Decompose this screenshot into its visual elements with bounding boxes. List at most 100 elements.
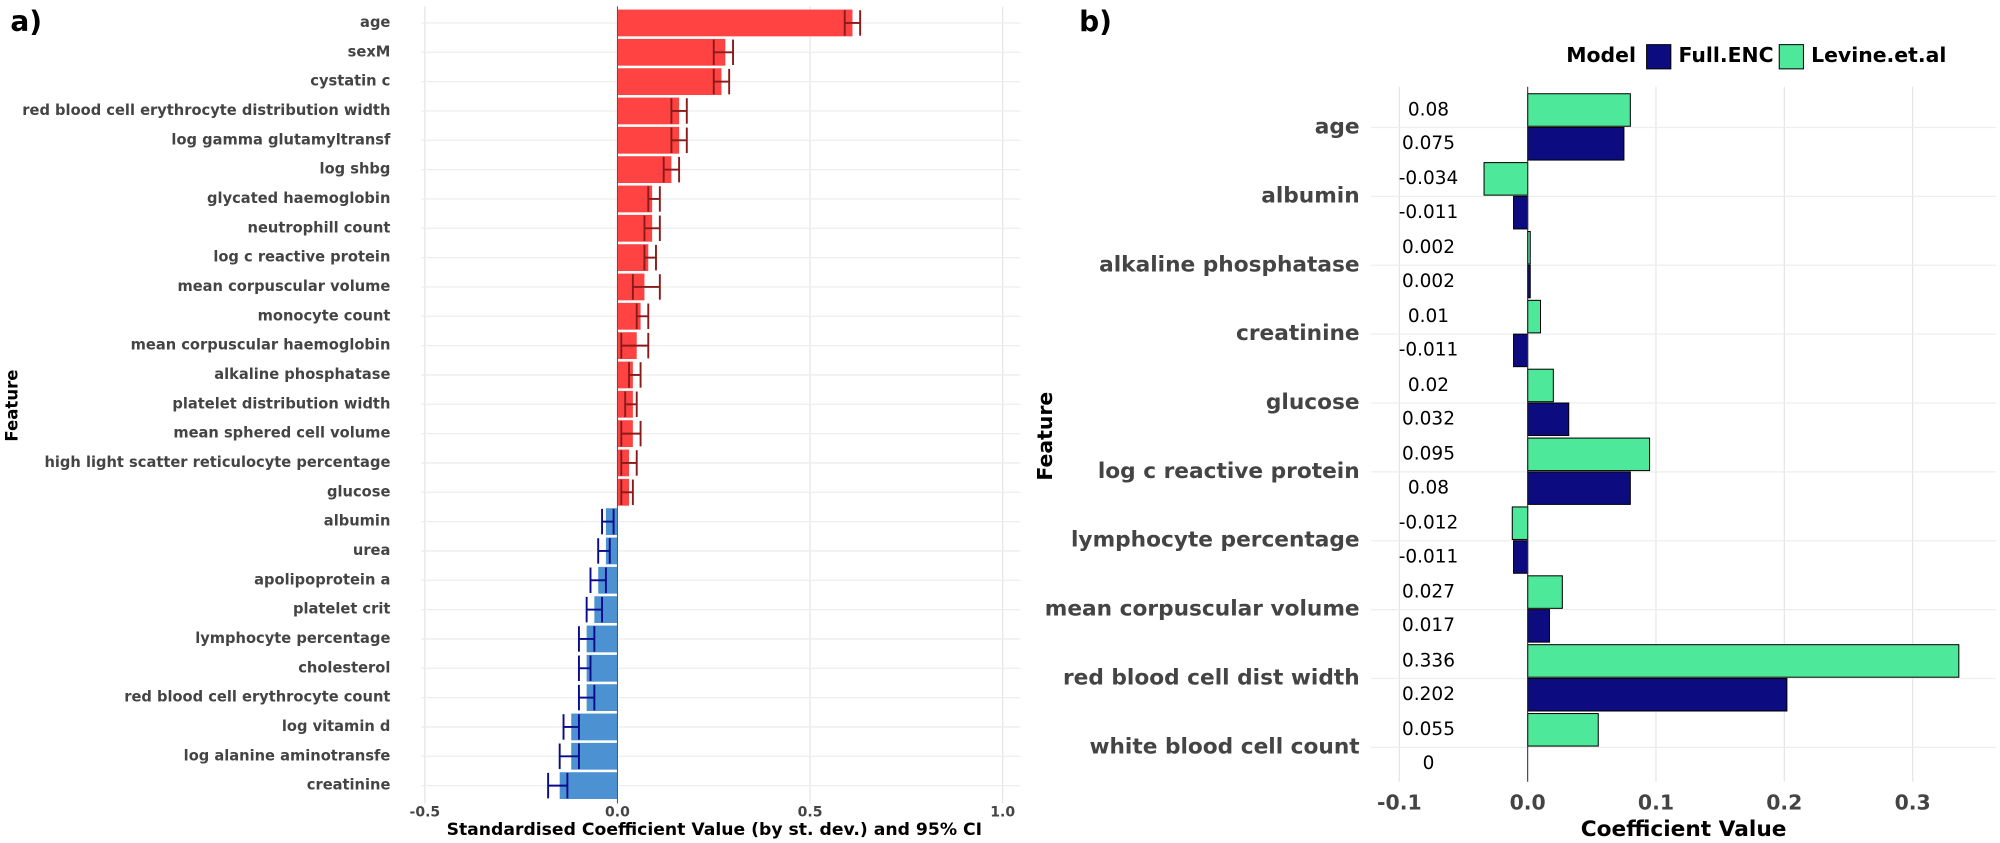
y-tick-label: red blood cell dist width [1063,665,1360,690]
bar [1527,437,1651,472]
y-tick-label: platelet crit [293,601,390,618]
x-tick-label: 0.0 [1510,790,1546,814]
y-tick-label: mean sphered cell volume [173,425,390,442]
x-tick-label: 1.0 [990,804,1015,820]
y-tick-label: cholesterol [298,659,390,676]
value-label: 0.075 [1402,133,1455,154]
y-tick-label: alkaline phosphatase [1099,252,1360,277]
panel-label: a) [10,5,42,38]
bar [1513,333,1529,368]
bar [586,654,618,682]
value-label: -0.034 [1399,168,1459,189]
bar [617,68,722,96]
y-tick-label: lymphocyte percentage [1071,528,1360,553]
y-tick-label: cystatin c [310,73,390,90]
y-tick-label: log c reactive protein [213,249,390,266]
y-tick-label: alkaline phosphatase [214,366,390,383]
y-tick-label: log alanine aminotransfe [184,747,391,764]
value-label: -0.011 [1399,546,1459,567]
y-axis-label: Feature [1033,392,1057,481]
x-tick-label: 0.5 [798,804,823,820]
value-label: 0.032 [1402,409,1455,430]
bar [1513,540,1529,574]
value-label: 0.08 [1408,477,1449,498]
value-label: 0.055 [1402,719,1455,740]
bar [1527,368,1554,403]
y-tick-label: platelet distribution width [172,395,390,412]
value-label: -0.012 [1399,513,1459,534]
y-tick-label: age [1315,115,1360,140]
y-tick-label: albumin [324,513,391,530]
bar [617,244,649,272]
bar [594,596,618,624]
value-label: 0.02 [1408,375,1449,396]
y-tick-label: mean corpuscular volume [1045,597,1360,622]
bar [1527,127,1625,161]
y-axis-label: Feature [2,369,21,441]
bar [617,38,726,66]
x-tick-label: 0.3 [1895,790,1931,814]
y-tick-label: glycated haemoglobin [207,190,390,207]
y-tick-label: glucose [327,483,390,500]
y-tick-label: apolipoprotein a [254,571,390,588]
y-tick-label: creatinine [1236,321,1360,346]
bar [617,185,653,213]
x-tick-label: 0.1 [1638,790,1674,814]
y-tick-label: red blood cell erythrocyte count [124,689,390,706]
bar [1513,195,1529,230]
legend-title: Model [1566,43,1636,67]
value-label: 0.002 [1402,237,1455,258]
value-label: 0 [1423,753,1435,774]
legend-swatch [1646,44,1672,70]
bar [1527,609,1550,643]
x-axis-label: Coefficient Value [1581,817,1787,842]
bar [1527,299,1542,334]
y-tick-label: creatinine [307,777,391,794]
bar [1527,93,1631,127]
x-tick-label: -0.5 [410,804,441,820]
legend-swatch [1778,44,1804,70]
bar [617,97,680,125]
bar [1511,506,1529,540]
value-label: 0.336 [1402,650,1455,671]
bar [1527,644,1960,678]
bar [1527,677,1788,712]
value-label: 0.002 [1402,271,1455,292]
value-label: 0.027 [1402,581,1455,602]
y-tick-label: red blood cell erythrocyte distribution … [22,102,390,119]
y-tick-label: white blood cell count [1089,734,1359,759]
value-label: 0.202 [1402,684,1455,705]
y-tick-label: high light scatter reticulocyte percenta… [44,454,390,471]
value-label: 0.08 [1408,99,1449,120]
value-label: -0.011 [1399,202,1459,223]
bar [617,126,680,154]
x-tick-label: 0.2 [1766,790,1802,814]
y-tick-label: log gamma glutamyltransf [171,131,391,148]
value-label: 0.01 [1408,306,1449,327]
y-tick-label: log c reactive protein [1098,459,1360,484]
panel-label: b) [1079,5,1112,38]
bar [1527,402,1570,437]
value-label: -0.011 [1399,340,1459,361]
y-tick-label: monocyte count [258,307,391,324]
bar [617,9,853,37]
y-tick-label: age [360,14,390,31]
value-label: 0.017 [1402,615,1455,636]
y-tick-label: mean corpuscular volume [177,278,390,295]
bar [617,302,641,330]
y-tick-label: albumin [1261,183,1359,208]
y-tick-label: urea [353,542,391,559]
y-tick-label: neutrophill count [248,219,391,236]
bar [1527,575,1563,609]
bar [1527,713,1599,747]
x-tick-label: -0.1 [1377,790,1422,814]
bar [617,156,672,184]
y-tick-label: glucose [1266,390,1360,415]
bar [605,537,618,565]
bar [559,772,618,800]
legend-label: Full.ENC [1678,43,1773,67]
x-tick-label: 0.0 [605,804,630,820]
bar [598,566,618,594]
y-tick-label: mean corpuscular haemoglobin [131,337,391,354]
